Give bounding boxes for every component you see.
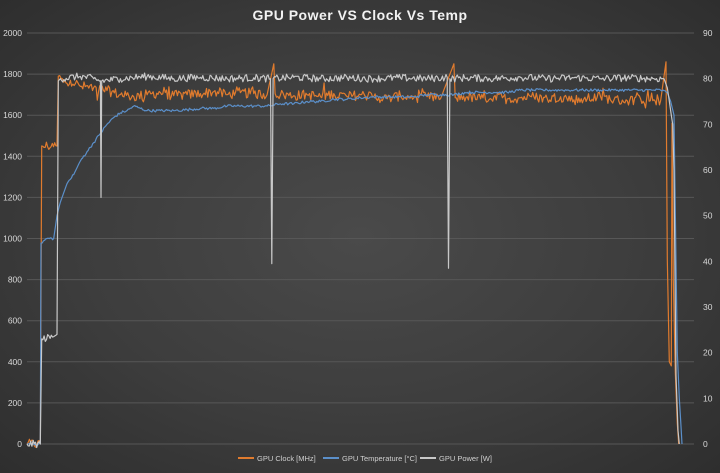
left-tick-label: 1600 — [3, 110, 22, 120]
left-tick-label: 1200 — [3, 192, 22, 202]
left-tick-label: 1800 — [3, 69, 22, 79]
right-tick-label: 30 — [703, 302, 713, 312]
left-tick-label: 800 — [8, 275, 22, 285]
grid-layer — [27, 32, 694, 445]
left-tick-label: 200 — [8, 398, 22, 408]
legend-label-1: GPU Temperature [°C] — [342, 454, 417, 463]
right-tick-label: 90 — [703, 28, 713, 38]
right-tick-label: 60 — [703, 165, 713, 175]
left-tick-label: 1000 — [3, 234, 22, 244]
legend: GPU Clock [MHz] GPU Temperature [°C] GPU P… — [238, 454, 492, 463]
series-line-2 — [26, 72, 680, 449]
legend-label-0: GPU Clock [MHz] — [257, 454, 316, 463]
left-tick-label: 2000 — [3, 28, 22, 38]
left-tick-label: 0 — [17, 439, 22, 449]
series-line-0 — [26, 61, 680, 448]
right-tick-label: 0 — [703, 439, 708, 449]
right-tick-label: 50 — [703, 211, 713, 221]
left-tick-label: 1400 — [3, 151, 22, 161]
right-tick-label: 20 — [703, 348, 713, 358]
right-tick-label: 70 — [703, 119, 713, 129]
series-line-1 — [26, 88, 683, 446]
series-layer — [26, 61, 683, 449]
left-tick-label: 600 — [8, 316, 22, 326]
left-axis-ticks: 0 200 400 600 800 1000 1200 1400 1600 1800 2000 — [3, 28, 22, 449]
left-tick-label: 400 — [8, 357, 22, 367]
chart-title: GPU Power VS Clock Vs Temp — [252, 7, 467, 23]
right-tick-label: 10 — [703, 393, 713, 403]
right-tick-label: 80 — [703, 74, 713, 84]
right-tick-label: 40 — [703, 256, 713, 266]
legend-label-2: GPU Power [W] — [439, 454, 492, 463]
right-axis-ticks: 0 10 20 30 40 50 60 70 80 90 — [703, 28, 713, 449]
